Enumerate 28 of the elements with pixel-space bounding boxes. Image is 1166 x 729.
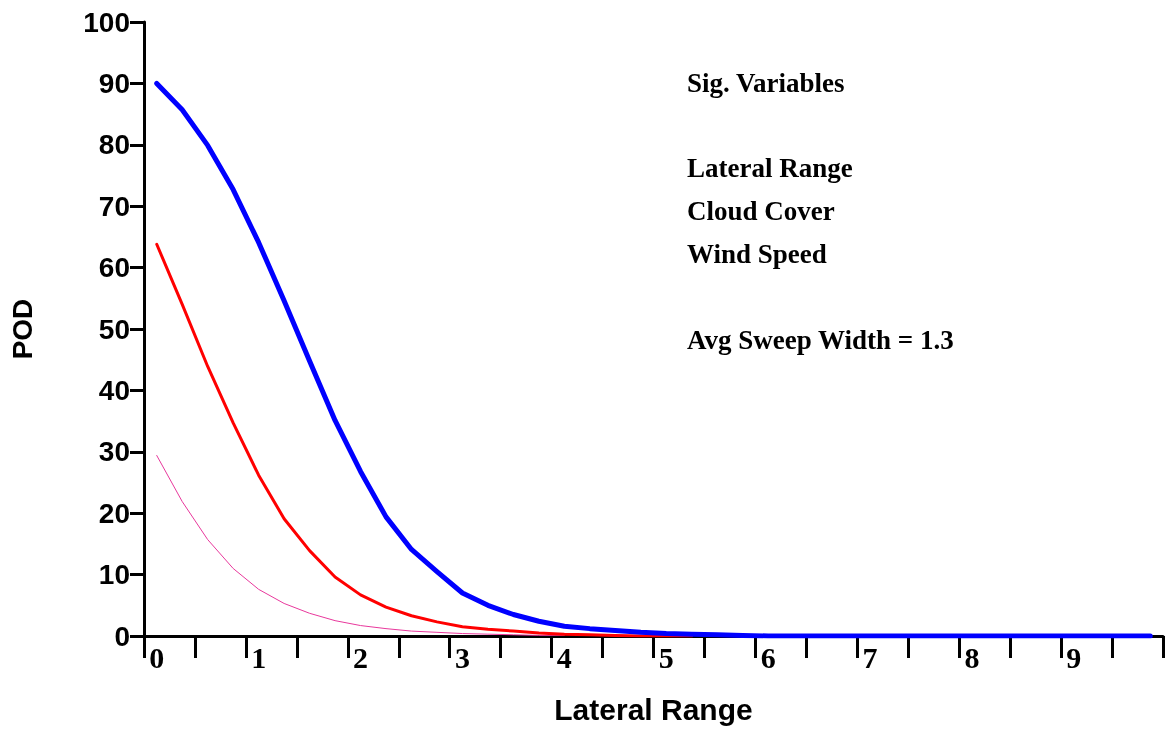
x-tick-label: 6: [760, 640, 776, 674]
x-tick-label: 9: [1066, 640, 1082, 674]
x-axis-title: Lateral Range: [554, 692, 753, 726]
annotation: Lateral Range: [687, 152, 853, 183]
y-tick-label: 80: [98, 129, 130, 161]
x-tick-label: 3: [454, 640, 470, 674]
x-tick-label: 4: [556, 640, 572, 674]
y-tick-label: 30: [98, 436, 130, 468]
y-axis-title: POD: [6, 298, 38, 360]
y-tick-label: 100: [83, 6, 130, 38]
y-tick-label: 50: [98, 313, 130, 345]
annotation: Cloud Cover: [687, 195, 835, 226]
y-tick-label: 0: [114, 620, 130, 652]
y-tick-label: 10: [98, 559, 130, 591]
x-tick-label: 5: [658, 640, 674, 674]
annotation: Avg Sweep Width = 1.3: [687, 324, 954, 355]
annotation: Wind Speed: [687, 238, 827, 269]
annotation: Sig. Variables: [687, 67, 845, 98]
y-tick-label: 70: [98, 190, 130, 222]
x-tick-label: 1: [251, 640, 267, 674]
x-tick-label: 7: [862, 640, 878, 674]
x-tick-label: 2: [353, 640, 369, 674]
x-tick-label: 0: [149, 640, 165, 674]
y-tick-label: 20: [98, 497, 130, 529]
x-tick-label: 8: [964, 640, 980, 674]
y-tick-label: 90: [98, 67, 130, 99]
y-tick-label: 40: [98, 374, 130, 406]
y-tick-label: 60: [98, 252, 130, 284]
